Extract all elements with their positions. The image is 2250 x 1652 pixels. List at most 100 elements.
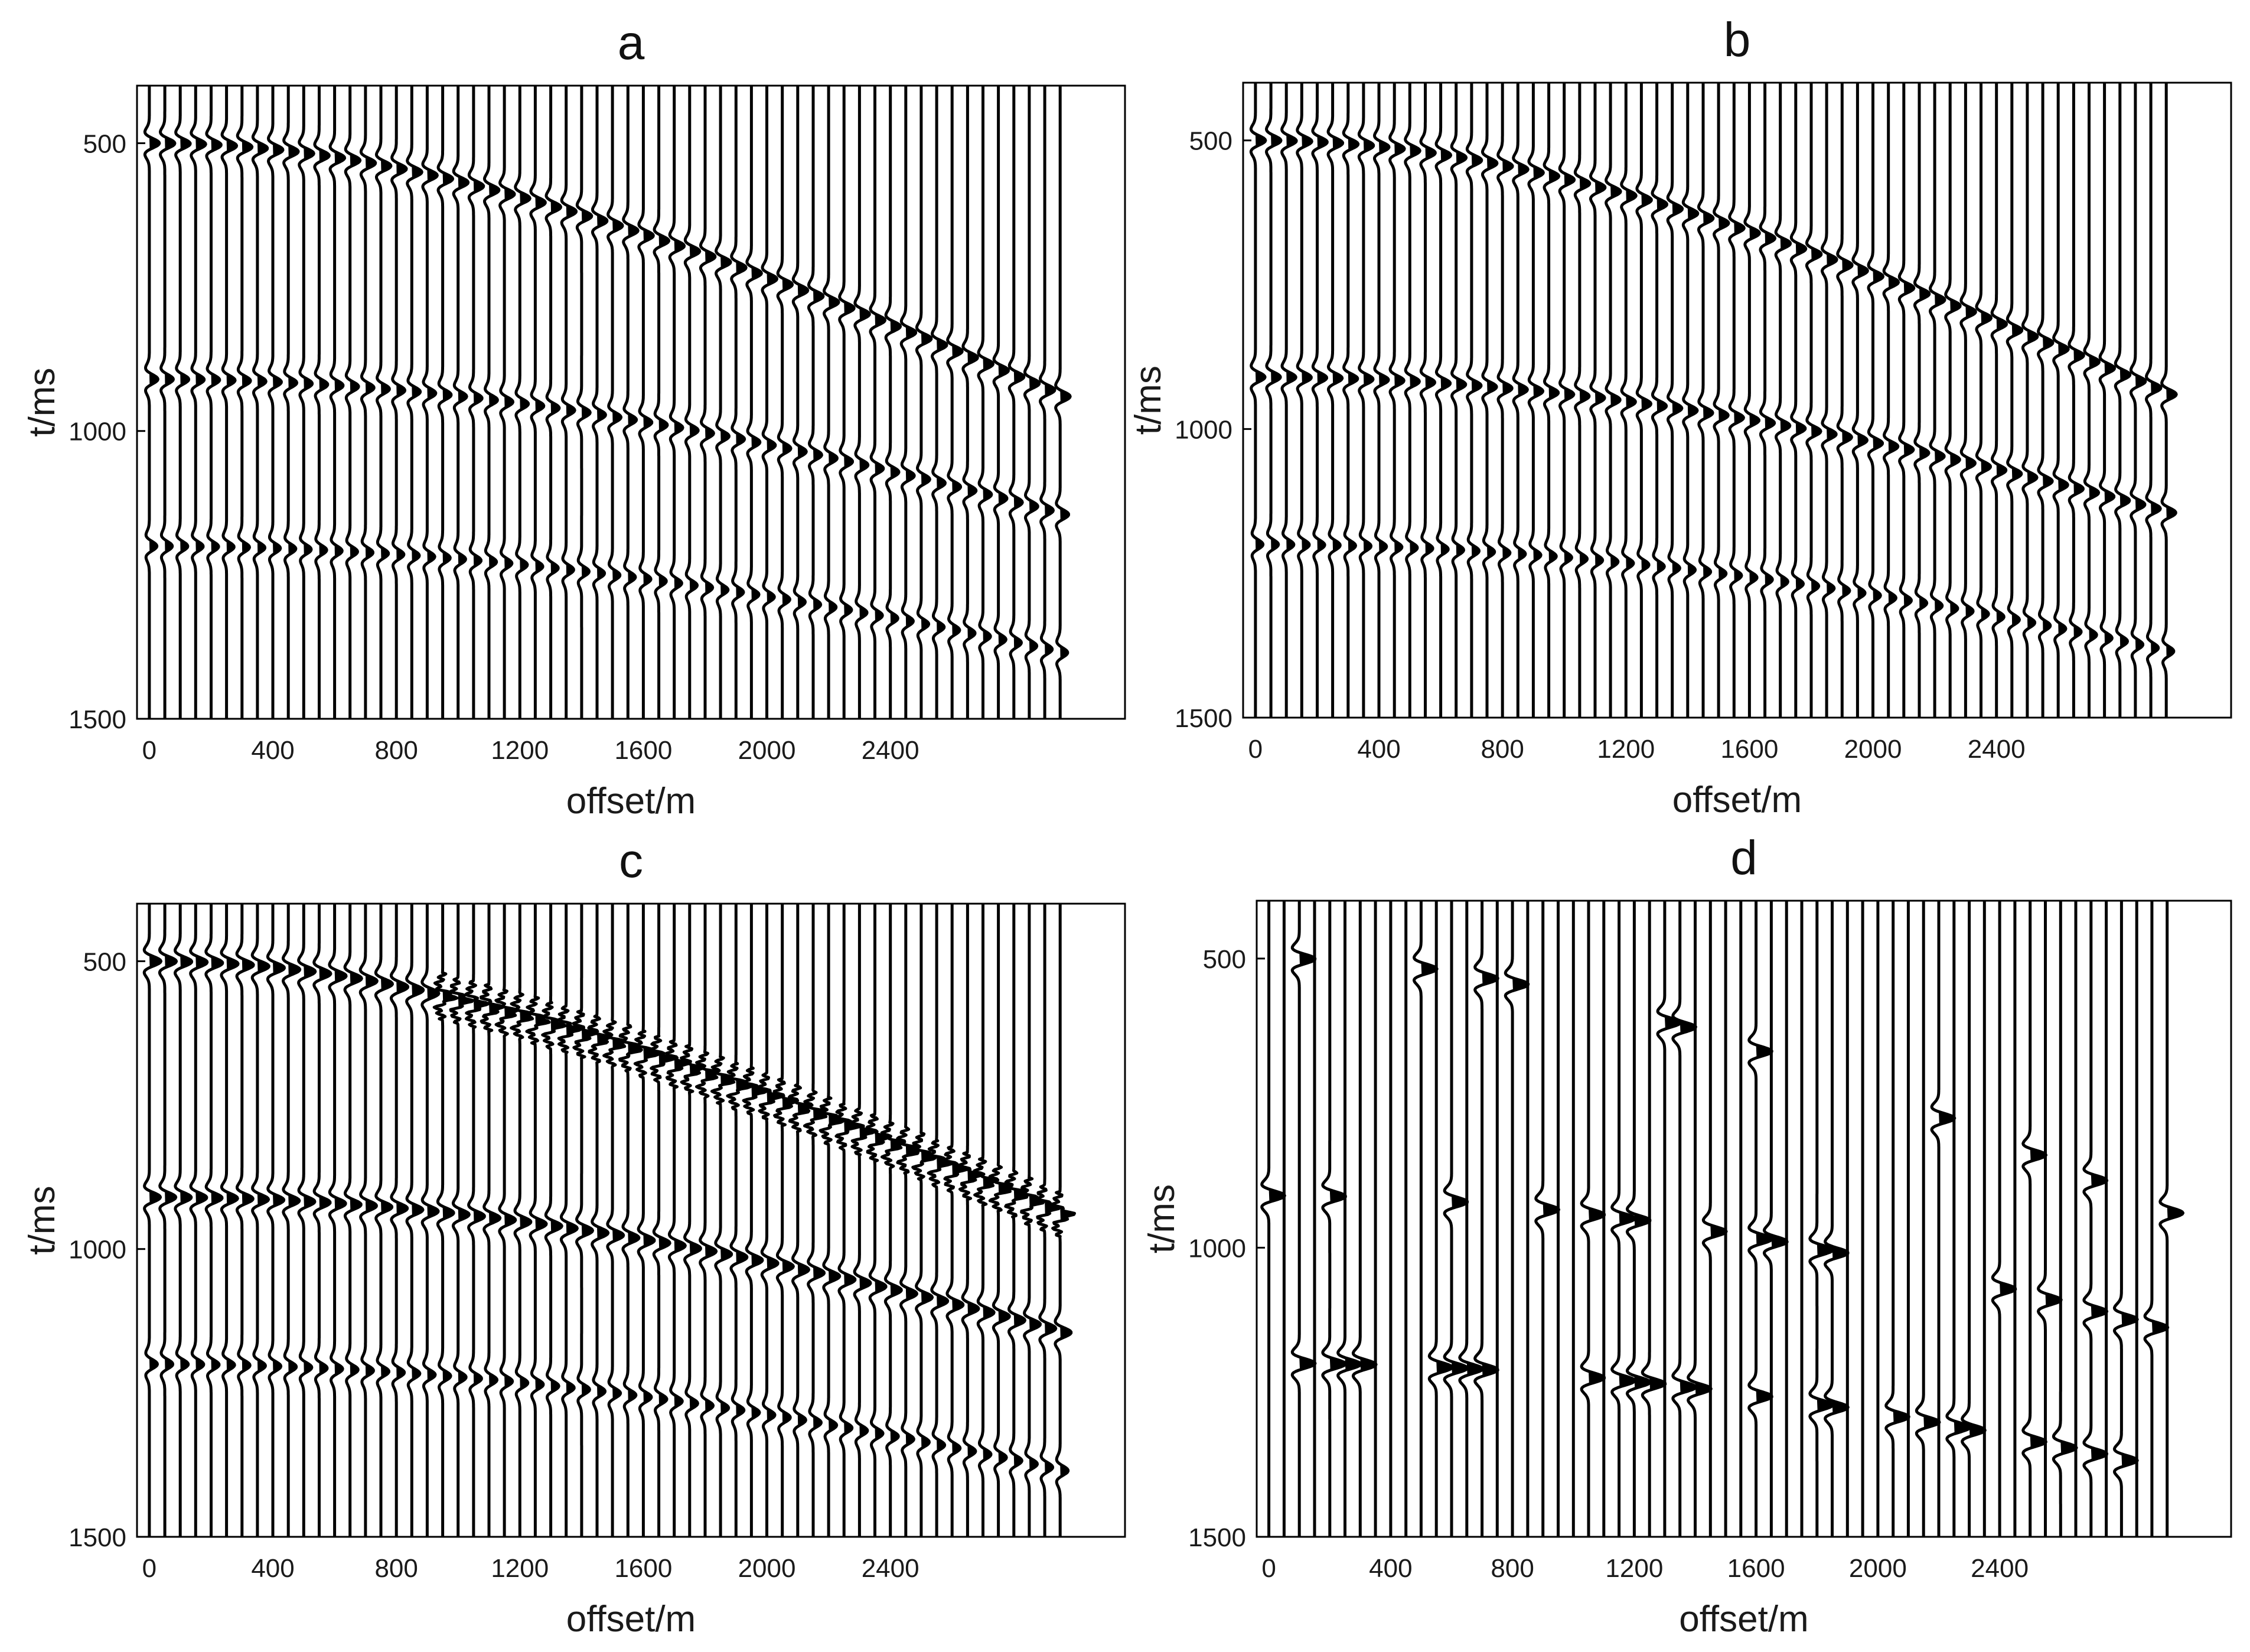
event-fill [2104, 631, 2112, 645]
event-fill [211, 1191, 223, 1204]
trace-42 [1884, 900, 1910, 1537]
trace-30 [1697, 82, 1715, 718]
trace-40 [745, 85, 763, 719]
x-tick-label: 400 [1369, 1554, 1412, 1583]
trace-12 [1427, 900, 1454, 1537]
event-fill [195, 540, 204, 553]
trace-3 [174, 903, 194, 1537]
trace-28 [556, 903, 583, 1537]
event-fill [226, 139, 237, 152]
trace-20 [1543, 82, 1561, 718]
event-fill [1502, 159, 1513, 173]
event-fill [952, 1442, 960, 1455]
x-tick-label: 2400 [1971, 1554, 2029, 1583]
event-fill [2091, 1447, 2107, 1461]
event-fill [365, 157, 376, 170]
event-fill [566, 1023, 578, 1036]
event-fill [2011, 467, 2021, 480]
event-fill [566, 563, 574, 576]
event-fill [1950, 299, 1961, 312]
event-fill [829, 452, 837, 465]
event-fill [1379, 141, 1389, 154]
panel-c: c 500 1000 1500 0 400 800 1200 1600 2000 2400 offse… [22, 834, 1126, 1640]
event-fill [1348, 372, 1358, 385]
trace-12 [312, 903, 332, 1537]
event-fill [643, 1047, 655, 1060]
event-fill [1029, 639, 1037, 653]
trace-31 [602, 903, 627, 1537]
event-fill [813, 1107, 825, 1121]
event-fill [427, 169, 438, 182]
event-fill [1512, 977, 1528, 991]
event-fill [273, 144, 283, 157]
event-fill [767, 1409, 775, 1422]
event-fill [1749, 413, 1759, 427]
event-fill [767, 439, 775, 452]
event-fill [1487, 380, 1497, 393]
event-fill [829, 601, 836, 614]
event-fill [2151, 502, 2161, 515]
event-fill [1440, 149, 1451, 162]
event-fill [1771, 1235, 1788, 1248]
event-fill [1842, 584, 1850, 597]
event-fill [1360, 1358, 1377, 1371]
event-fill [1363, 539, 1371, 553]
y-axis-label: t/ms [22, 1185, 63, 1255]
event-fill [937, 621, 944, 634]
plot-frame [136, 84, 1126, 720]
trace-48 [869, 85, 886, 719]
event-fill [273, 1360, 281, 1373]
event-fill [875, 462, 883, 475]
event-fill [736, 1250, 747, 1264]
event-fill [1564, 388, 1574, 401]
event-fill [489, 1373, 497, 1387]
event-fill [1060, 1326, 1071, 1339]
event-fill [165, 1191, 176, 1204]
event-fill [442, 172, 453, 185]
event-fill [381, 1200, 392, 1214]
trace-13 [328, 85, 347, 719]
event-fill [473, 1210, 485, 1223]
event-fill [628, 1231, 639, 1244]
event-fill [1888, 591, 1896, 605]
trace-7 [235, 903, 255, 1537]
event-fill [149, 954, 161, 968]
event-fill [149, 1357, 158, 1371]
event-fill [350, 1198, 361, 1211]
panel-title: d [1730, 831, 1757, 885]
event-fill [952, 1298, 963, 1311]
event-fill [1842, 431, 1852, 444]
event-fill [1548, 386, 1558, 399]
event-fill [2166, 644, 2174, 658]
event-fill [1329, 1190, 1346, 1203]
panel-d: d 500 1000 1500 0 400 800 1200 1600 2000 2400 offse… [1142, 831, 2232, 1640]
event-fill [628, 413, 637, 426]
event-fill [334, 969, 347, 983]
event-fill [1734, 569, 1742, 582]
event-fill [165, 136, 175, 150]
event-fill [643, 416, 652, 429]
event-fill [705, 1399, 713, 1412]
trace-5 [204, 903, 224, 1537]
event-fill [905, 1433, 914, 1446]
trace-58 [1023, 85, 1041, 719]
trace-12 [313, 85, 331, 719]
event-fill [257, 541, 265, 555]
event-fill [1286, 134, 1297, 148]
event-fill [797, 1413, 806, 1426]
event-fill [504, 1213, 516, 1227]
event-fill [782, 1260, 794, 1273]
event-fill [304, 543, 312, 556]
event-fill [1329, 1357, 1346, 1370]
trace-6 [220, 903, 240, 1537]
event-fill [1060, 390, 1071, 403]
event-fill [875, 609, 883, 622]
event-fill [1045, 504, 1054, 517]
trace-34 [1762, 900, 1789, 1537]
event-fill [458, 1208, 469, 1221]
event-fill [1939, 1112, 1955, 1125]
event-fill [983, 488, 992, 501]
event-fill [782, 593, 790, 606]
trace-53 [2052, 900, 2078, 1537]
event-fill [2058, 622, 2066, 636]
